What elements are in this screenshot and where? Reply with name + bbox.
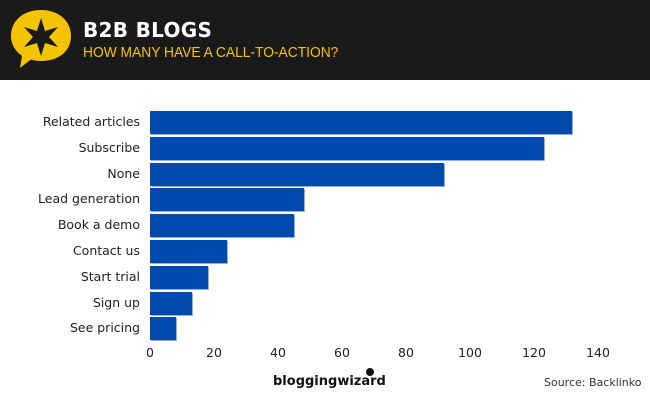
x-tick-label: 0: [146, 345, 154, 360]
category-label: Sign up: [92, 294, 140, 310]
bar: [150, 111, 573, 134]
chart-subtitle: HOW MANY HAVE A CALL-TO-ACTION?: [83, 44, 339, 61]
x-tick-label: 60: [334, 345, 350, 360]
bar: [150, 317, 176, 341]
chart-title: B2B BLOGS: [83, 18, 213, 42]
category-label: Lead generation: [38, 191, 140, 207]
x-tick-label: 80: [398, 345, 414, 360]
category-label: Book a demo: [57, 217, 140, 233]
source-note: Source: Backlinko: [544, 376, 642, 389]
bar: [150, 240, 227, 263]
x-tick-label: 40: [270, 345, 286, 360]
bar: [150, 291, 192, 315]
category-label: Start trial: [80, 268, 140, 284]
x-tick-label: 120: [522, 345, 546, 360]
x-tick-label: 20: [206, 345, 222, 360]
header-banner: B2B BLOGS HOW MANY HAVE A CALL-TO-ACTION…: [0, 0, 650, 80]
bar: [150, 214, 294, 238]
bar: [150, 162, 445, 186]
category-label: Subscribe: [78, 139, 140, 155]
brand-bubble-icon: [366, 368, 374, 376]
bar: [150, 265, 208, 289]
speech-bubble-star-icon: [11, 10, 71, 68]
category-label: Related articles: [42, 114, 140, 129]
brand-logo: bloggingwizard: [273, 374, 386, 389]
category-label: None: [107, 165, 140, 181]
category-label: Contact us: [72, 243, 140, 258]
x-tick-label: 140: [586, 345, 610, 360]
bar: [150, 188, 304, 212]
category-label: See pricing: [69, 320, 140, 336]
bar: [150, 136, 544, 160]
x-tick-label: 100: [458, 345, 482, 360]
